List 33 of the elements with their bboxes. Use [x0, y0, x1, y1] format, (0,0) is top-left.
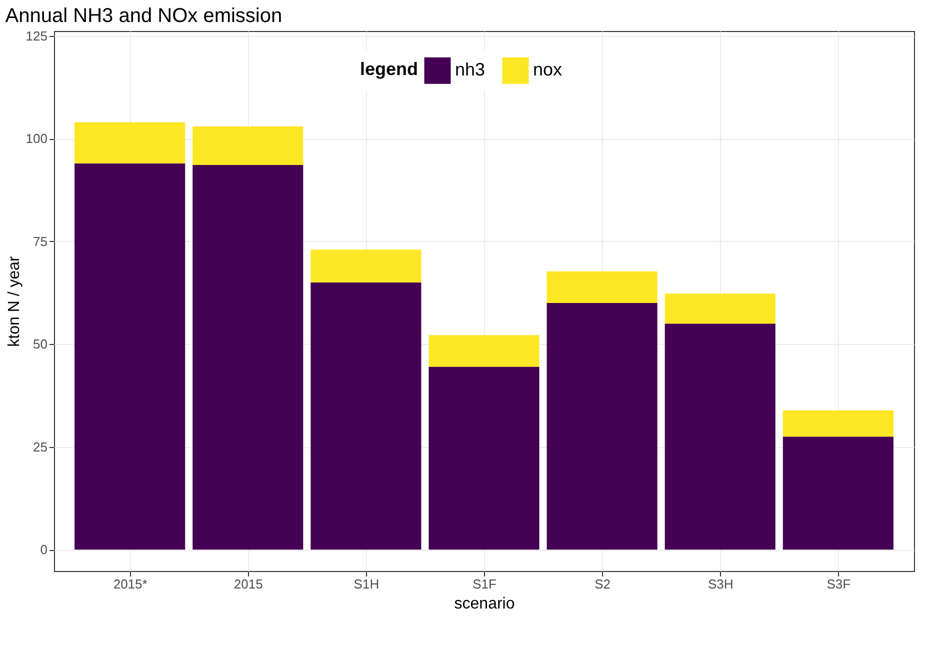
- x-axis-title: scenario: [454, 596, 515, 612]
- x-tick-label: S3H: [708, 576, 734, 592]
- x-tick-label: 2015*: [113, 576, 148, 592]
- y-axis-title: kton N / year: [6, 255, 23, 347]
- y-tick-label: 25: [33, 439, 48, 454]
- bar: [664, 294, 776, 324]
- bar: [782, 410, 894, 437]
- chart-title: Annual NH3 and NOx emission: [5, 4, 282, 27]
- x-tick-label: S1F: [472, 576, 496, 592]
- legend-title: legend: [360, 59, 418, 79]
- bar: [428, 366, 540, 550]
- bar: [310, 250, 422, 283]
- y-tick-label: 125: [26, 28, 48, 44]
- bar: [74, 122, 186, 164]
- y-tick-label: 0: [40, 542, 48, 558]
- x-tick-label: 2015: [234, 576, 263, 592]
- bar: [192, 126, 304, 165]
- bar: [664, 324, 776, 550]
- y-tick-label: 75: [33, 234, 48, 249]
- bar: [546, 271, 658, 304]
- y-tick-label: 50: [33, 336, 48, 352]
- x-tick-label: S1H: [354, 576, 380, 592]
- y-tick-label: 100: [26, 131, 48, 146]
- bar: [192, 164, 304, 550]
- bar: [428, 335, 540, 367]
- x-tick-label: S2: [594, 576, 611, 592]
- bar: [310, 282, 422, 550]
- legend-label: nh3: [455, 60, 486, 80]
- bar: [74, 163, 186, 550]
- bar: [782, 436, 894, 550]
- legend-label: nox: [533, 60, 562, 80]
- bar: [546, 303, 658, 550]
- x-tick-label: S3F: [826, 576, 851, 592]
